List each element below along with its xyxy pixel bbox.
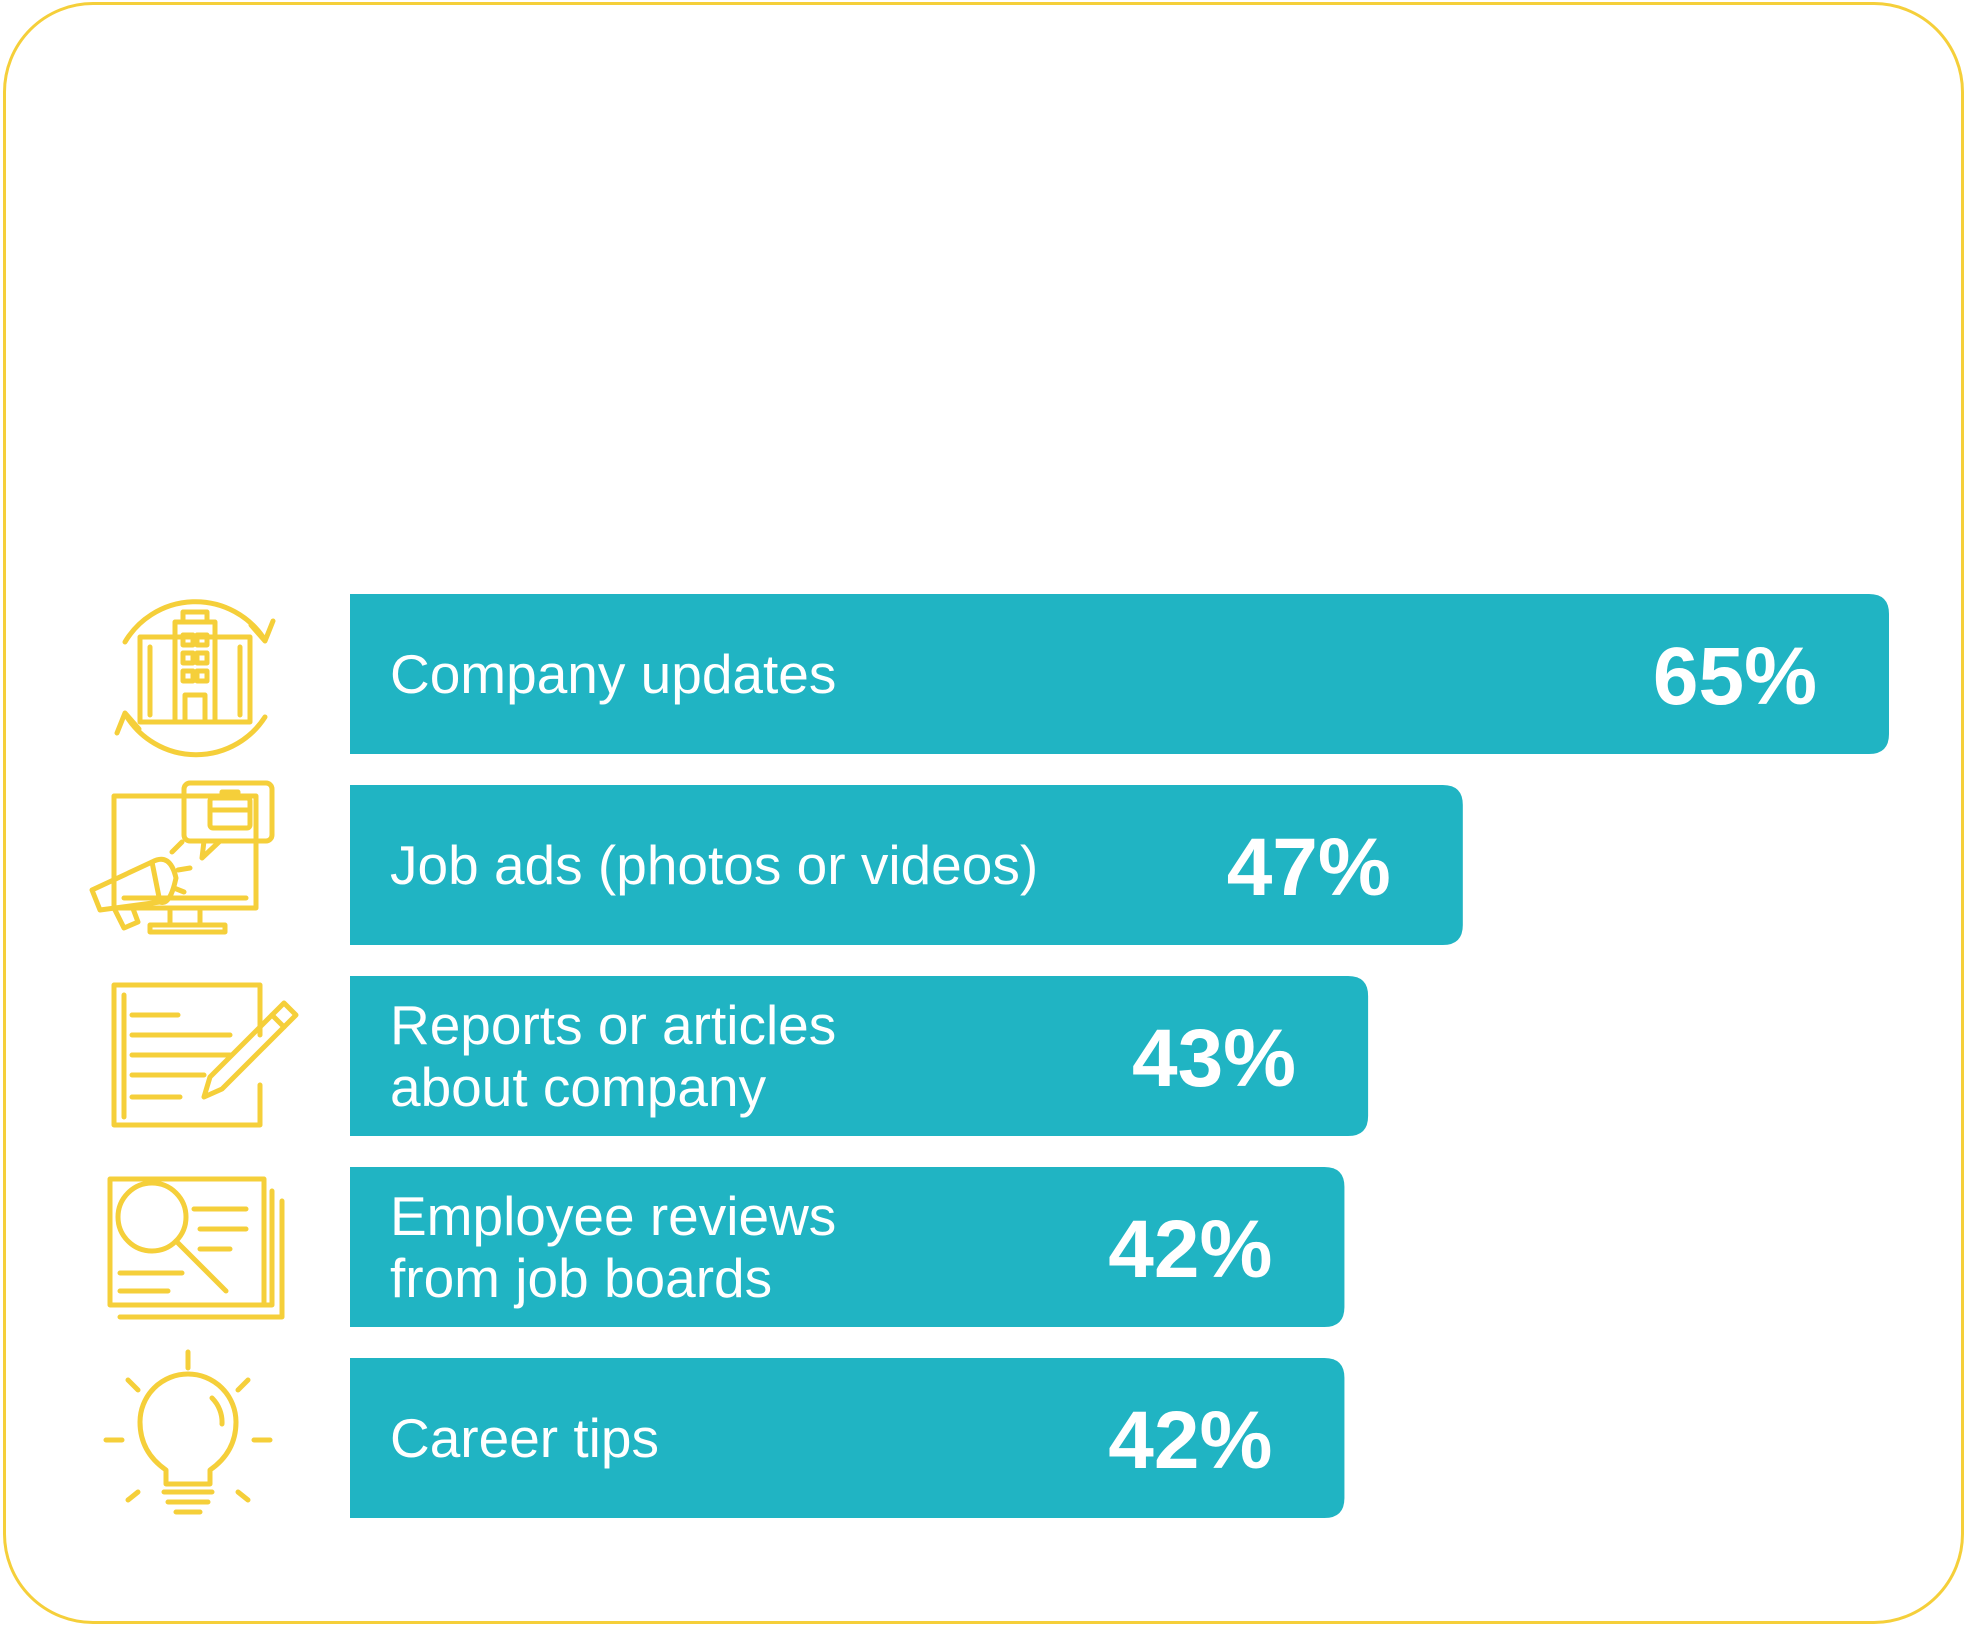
bar-label-line: from job boards [390,1247,772,1309]
bar-3 [350,976,1369,1136]
card-frame [3,2,1964,1624]
bar-label-1: Company updates [390,643,836,705]
bar-label-line: about company [390,1056,767,1118]
bar-value-4: 42% [1108,1204,1272,1295]
icon-column [89,599,299,1515]
bar-2 [350,785,1463,945]
bar-value-3: 43% [1132,1013,1296,1104]
building-refresh-icon [114,599,276,758]
bar-label-line: Company updates [390,643,836,705]
bar-value-5: 42% [1108,1395,1272,1486]
bar-label-2: Job ads (photos or videos) [390,834,1038,896]
bar-label-3: Reports or articles about company [390,994,836,1118]
document-pencil-icon [111,982,299,1128]
bars-group: Company updates 65% Job ads (photos or vid… [350,594,1889,1518]
bar-value-1: 65% [1653,631,1817,722]
bar-value-2: 47% [1227,822,1391,913]
bar-1 [350,594,1889,754]
bar-label-5: Career tips [390,1407,659,1469]
bar-label-4: Employee reviews from job boards [390,1185,836,1309]
bar-4 [350,1167,1345,1327]
monitor-megaphone-icon [89,780,275,935]
bar-label-line: Career tips [390,1407,659,1469]
bar-label-line: Job ads (photos or videos) [390,834,1038,896]
lightbulb-icon [103,1349,273,1515]
magnifier-document-icon [107,1176,285,1320]
bar-5 [350,1358,1345,1518]
bar-label-line: Reports or articles [390,994,836,1056]
bar-label-line: Employee reviews [390,1185,836,1247]
